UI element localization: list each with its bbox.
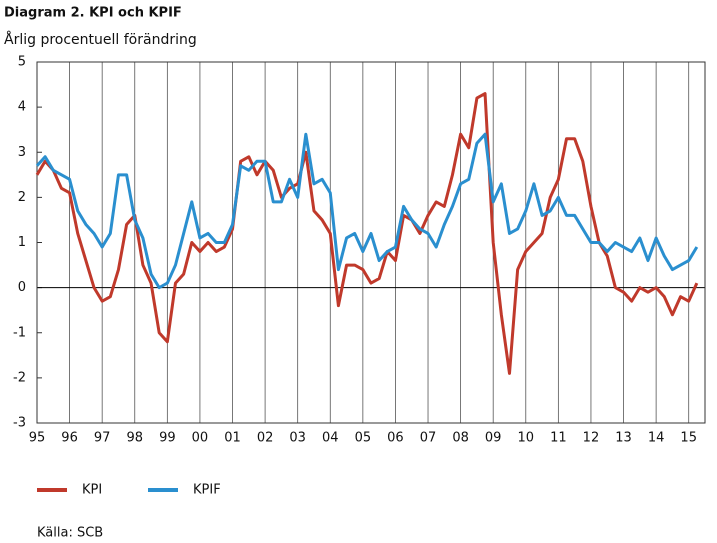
y-tick-label: 2 <box>18 190 26 205</box>
x-tick-label: 15 <box>680 431 697 446</box>
line-series <box>35 132 699 290</box>
x-tick-label: 09 <box>485 431 502 446</box>
x-tick-label: 97 <box>94 431 111 446</box>
y-tick-label: -1 <box>13 325 26 340</box>
y-tick-label: 0 <box>18 280 26 295</box>
legend-label: KPIF <box>193 483 221 498</box>
line-series <box>35 92 699 375</box>
x-tick-label: 11 <box>550 431 567 446</box>
x-tick-label: 03 <box>289 431 306 446</box>
x-tick-label: 12 <box>583 431 600 446</box>
x-tick-label: 95 <box>29 431 46 446</box>
plot-frame <box>36 61 706 424</box>
y-tick-label: 5 <box>18 55 26 70</box>
chart-title: Diagram 2. KPI och KPIF <box>4 6 182 21</box>
x-tick-label: 96 <box>61 431 78 446</box>
x-tick-label: 07 <box>420 431 437 446</box>
x-tick-label: 98 <box>126 431 143 446</box>
y-tick-label: -3 <box>13 416 26 431</box>
x-tick-label: 01 <box>224 431 241 446</box>
y-tick-label: 1 <box>18 235 26 250</box>
x-tick-label: 02 <box>257 431 274 446</box>
x-tick-label: 06 <box>387 431 404 446</box>
x-tick-label: 14 <box>648 431 665 446</box>
x-tick-label: 08 <box>452 431 469 446</box>
y-tick-label: 3 <box>18 145 26 160</box>
source: Källa: SCB <box>37 526 103 541</box>
x-tick-label: 04 <box>322 431 339 446</box>
x-tick-label: 00 <box>192 431 209 446</box>
x-tick-label: 05 <box>355 431 372 446</box>
x-tick-label: 99 <box>159 431 176 446</box>
x-tick-label: 13 <box>615 431 632 446</box>
chart-subtitle: Årlig procentuell förändring <box>4 31 197 48</box>
x-tick-label: 10 <box>518 431 535 446</box>
legend-label: KPI <box>82 483 102 498</box>
y-tick-label: -2 <box>13 370 26 385</box>
y-tick-label: 4 <box>18 100 26 115</box>
